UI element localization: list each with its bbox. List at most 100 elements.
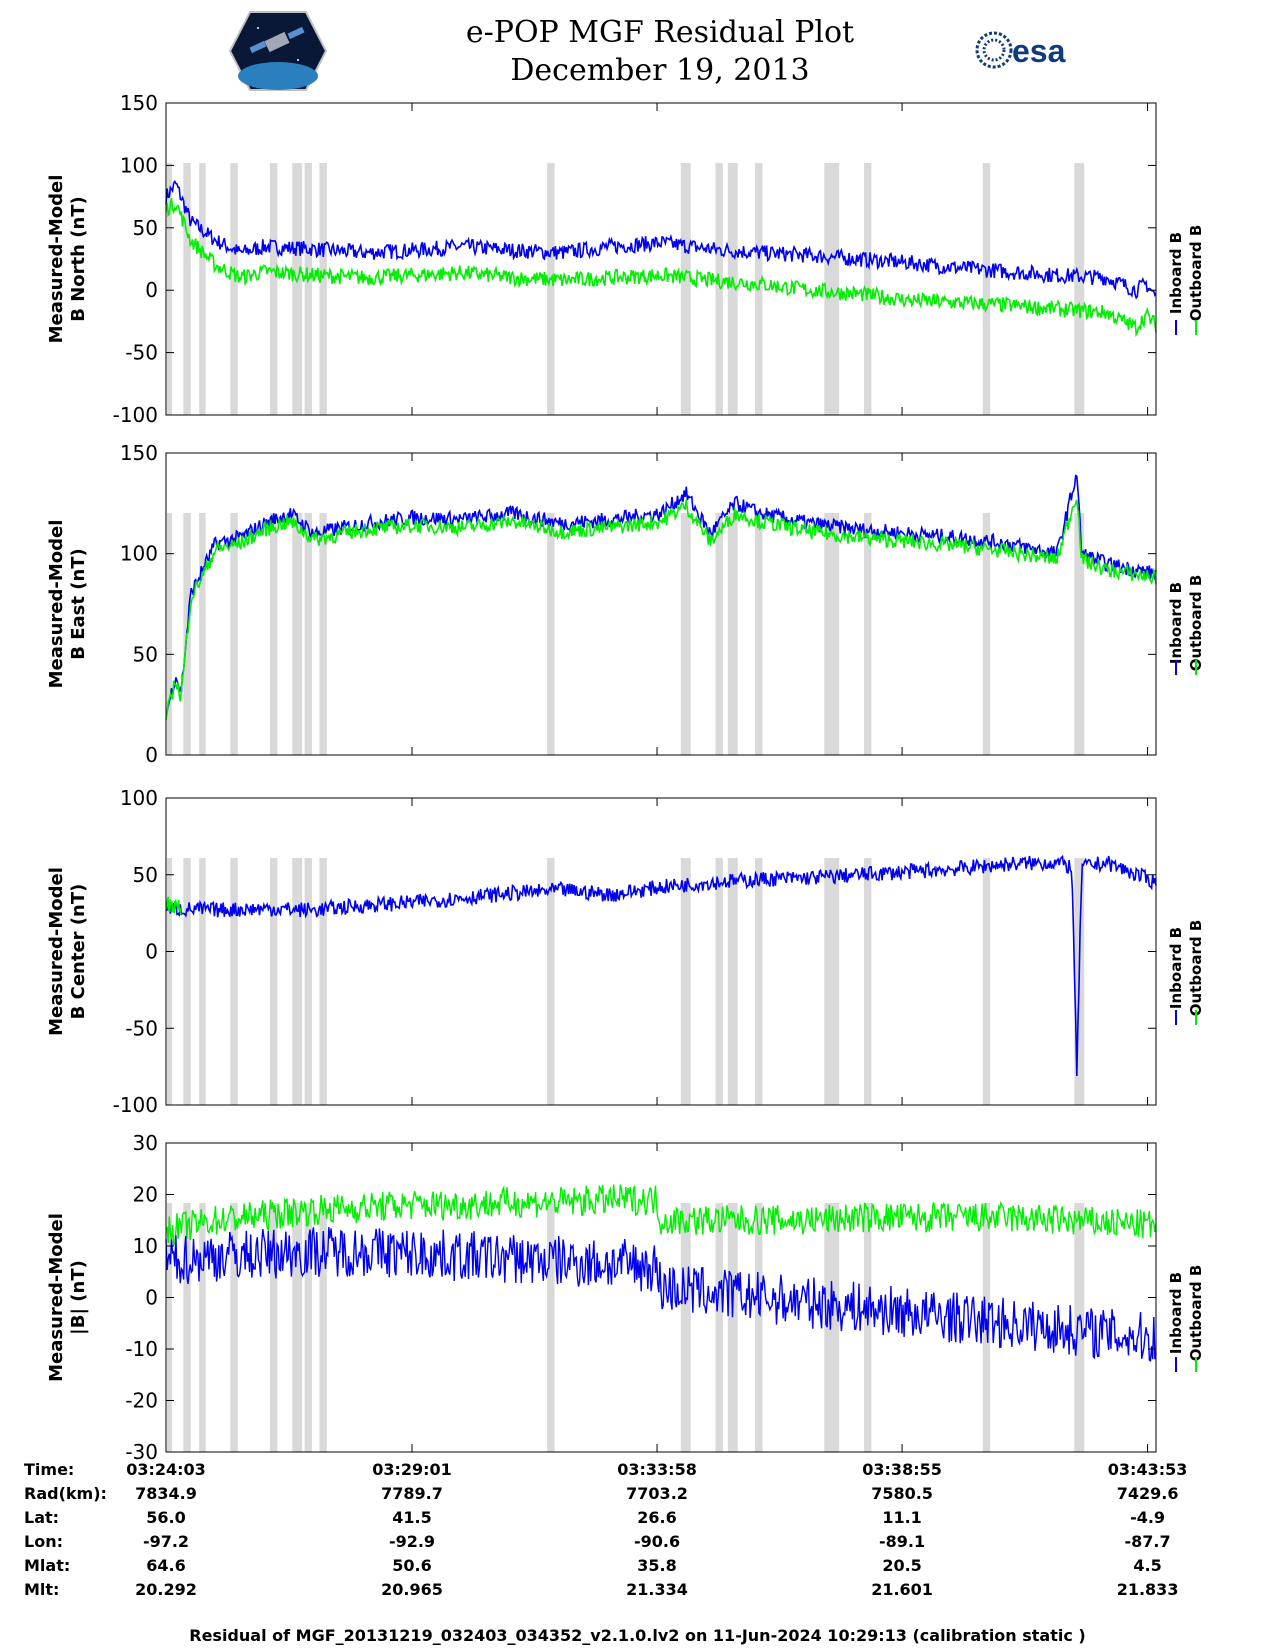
data-gap-band bbox=[715, 858, 723, 1105]
data-gap-band bbox=[824, 1203, 840, 1452]
info-cell: -89.1 bbox=[879, 1532, 926, 1551]
legend-label-inboard: Inboard B bbox=[1167, 582, 1185, 664]
data-gap-band bbox=[727, 858, 738, 1105]
y-axis-label-line: B Center (nT) bbox=[68, 884, 89, 1020]
data-gap-band bbox=[304, 513, 313, 755]
data-gap-band bbox=[680, 858, 691, 1105]
info-row-label: Time: bbox=[24, 1460, 75, 1479]
y-tick-label: -30 bbox=[125, 1440, 158, 1460]
data-gap-band bbox=[269, 858, 278, 1105]
data-gap-band bbox=[824, 858, 840, 1105]
series-line-inboard-b bbox=[165, 180, 1157, 300]
y-axis-label: Measured-Model|B| (nT) bbox=[46, 1213, 89, 1382]
y-axis-label: Measured-ModelB North (nT) bbox=[46, 175, 89, 344]
y-axis-label-line: Measured-Model bbox=[46, 1213, 67, 1382]
data-gap-band bbox=[199, 513, 206, 755]
info-row-label: Rad(km): bbox=[24, 1484, 107, 1503]
y-tick-label: -100 bbox=[113, 403, 158, 427]
info-cell: 03:29:01 bbox=[372, 1460, 452, 1479]
data-gap-band bbox=[166, 163, 172, 415]
y-tick-label: 0 bbox=[145, 743, 158, 767]
y-tick-label: 30 bbox=[133, 1131, 158, 1155]
data-gap-band bbox=[319, 163, 327, 415]
data-gap-band bbox=[1074, 513, 1085, 755]
series-line-inboard-b bbox=[165, 854, 1157, 1077]
y-tick-label: 50 bbox=[133, 216, 158, 240]
info-cell: -4.9 bbox=[1130, 1508, 1166, 1527]
series-line-outboard-b bbox=[165, 499, 1157, 721]
series-line-inboard-b bbox=[165, 474, 1157, 714]
y-tick-label: 50 bbox=[133, 642, 158, 666]
y-tick-label: 100 bbox=[120, 786, 158, 810]
y-tick-label: 50 bbox=[133, 863, 158, 887]
y-tick-label: 0 bbox=[145, 278, 158, 302]
y-axis-label-line: |B| (nT) bbox=[68, 1260, 89, 1335]
y-tick-label: -10 bbox=[125, 1337, 158, 1361]
data-gap-band bbox=[680, 1203, 691, 1452]
data-gap-band bbox=[715, 163, 723, 415]
y-tick-label: 150 bbox=[120, 441, 158, 465]
data-gap-band bbox=[319, 513, 327, 755]
info-cell: 20.965 bbox=[381, 1580, 443, 1599]
y-tick-label: -50 bbox=[125, 1016, 158, 1040]
data-gap-band bbox=[982, 513, 991, 755]
info-cell: 35.8 bbox=[637, 1556, 677, 1575]
data-gap-band bbox=[304, 163, 313, 415]
info-cell: 7789.7 bbox=[381, 1484, 443, 1503]
data-gap-band bbox=[230, 513, 238, 755]
y-tick-label: 10 bbox=[133, 1234, 158, 1258]
info-cell: 7580.5 bbox=[871, 1484, 933, 1503]
data-gap-band bbox=[292, 513, 303, 755]
y-tick-label: -20 bbox=[125, 1389, 158, 1413]
data-gap-band bbox=[183, 858, 191, 1105]
data-gap-band bbox=[183, 1203, 191, 1452]
data-gap-band bbox=[199, 1203, 206, 1452]
data-gap-band bbox=[319, 858, 327, 1105]
info-cell: 7834.9 bbox=[135, 1484, 197, 1503]
data-gap-band bbox=[230, 1203, 238, 1452]
info-cell: 03:38:55 bbox=[862, 1460, 942, 1479]
info-row-label: Mlat: bbox=[24, 1556, 71, 1575]
data-gap-band bbox=[755, 513, 763, 755]
series-line-outboard-b bbox=[165, 896, 182, 915]
legend-label-outboard: Outboard B bbox=[1187, 1265, 1205, 1362]
info-cell: 56.0 bbox=[146, 1508, 186, 1527]
data-gap-band bbox=[715, 1203, 723, 1452]
info-row-label: Lon: bbox=[24, 1532, 63, 1551]
y-tick-label: -100 bbox=[113, 1093, 158, 1117]
data-gap-band bbox=[166, 1203, 172, 1452]
y-tick-label: 20 bbox=[133, 1183, 158, 1207]
info-cell: 03:43:53 bbox=[1107, 1460, 1188, 1479]
data-gap-band bbox=[292, 163, 303, 415]
data-gap-band bbox=[727, 163, 738, 415]
data-gap-band bbox=[166, 513, 172, 755]
chart-title: e-POP MGF Residual Plot bbox=[465, 15, 855, 50]
info-cell: 03:24:03 bbox=[126, 1460, 206, 1479]
info-cell: 20.292 bbox=[135, 1580, 197, 1599]
series-line-outboard-b bbox=[165, 1184, 1157, 1246]
series-line-inboard-b bbox=[165, 1227, 1157, 1362]
panel-2: 150 100 50 0 Measured-ModelB East (nT) Inboar… bbox=[46, 441, 1205, 767]
info-cell: 20.5 bbox=[882, 1556, 922, 1575]
info-cell: -87.7 bbox=[1124, 1532, 1171, 1551]
y-tick-label: 0 bbox=[145, 1286, 158, 1310]
info-cell: 21.601 bbox=[871, 1580, 933, 1599]
info-cell: 50.6 bbox=[392, 1556, 432, 1575]
data-gap-band bbox=[727, 1203, 738, 1452]
data-gap-band bbox=[319, 1203, 327, 1452]
data-gap-band bbox=[269, 1203, 278, 1452]
data-gap-band bbox=[680, 513, 691, 755]
info-row-label: Lat: bbox=[24, 1508, 60, 1527]
y-tick-label: 0 bbox=[145, 940, 158, 964]
info-cell: 7429.6 bbox=[1116, 1484, 1179, 1503]
esa-logo: esa bbox=[974, 28, 1084, 76]
data-gap-band bbox=[863, 858, 872, 1105]
y-axis-label: Measured-ModelB East (nT) bbox=[46, 520, 89, 689]
plot-frame bbox=[165, 797, 1157, 1106]
plot-frame bbox=[165, 452, 1157, 756]
legend-label-outboard: Outboard B bbox=[1187, 575, 1205, 672]
panel-3: 100 50 0 -50 -100 Measured-ModelB Center (nT)… bbox=[46, 786, 1205, 1117]
series-line-outboard-b bbox=[165, 197, 1157, 338]
y-axis-label-line: Measured-Model bbox=[46, 867, 67, 1036]
data-gap-band bbox=[755, 858, 763, 1105]
